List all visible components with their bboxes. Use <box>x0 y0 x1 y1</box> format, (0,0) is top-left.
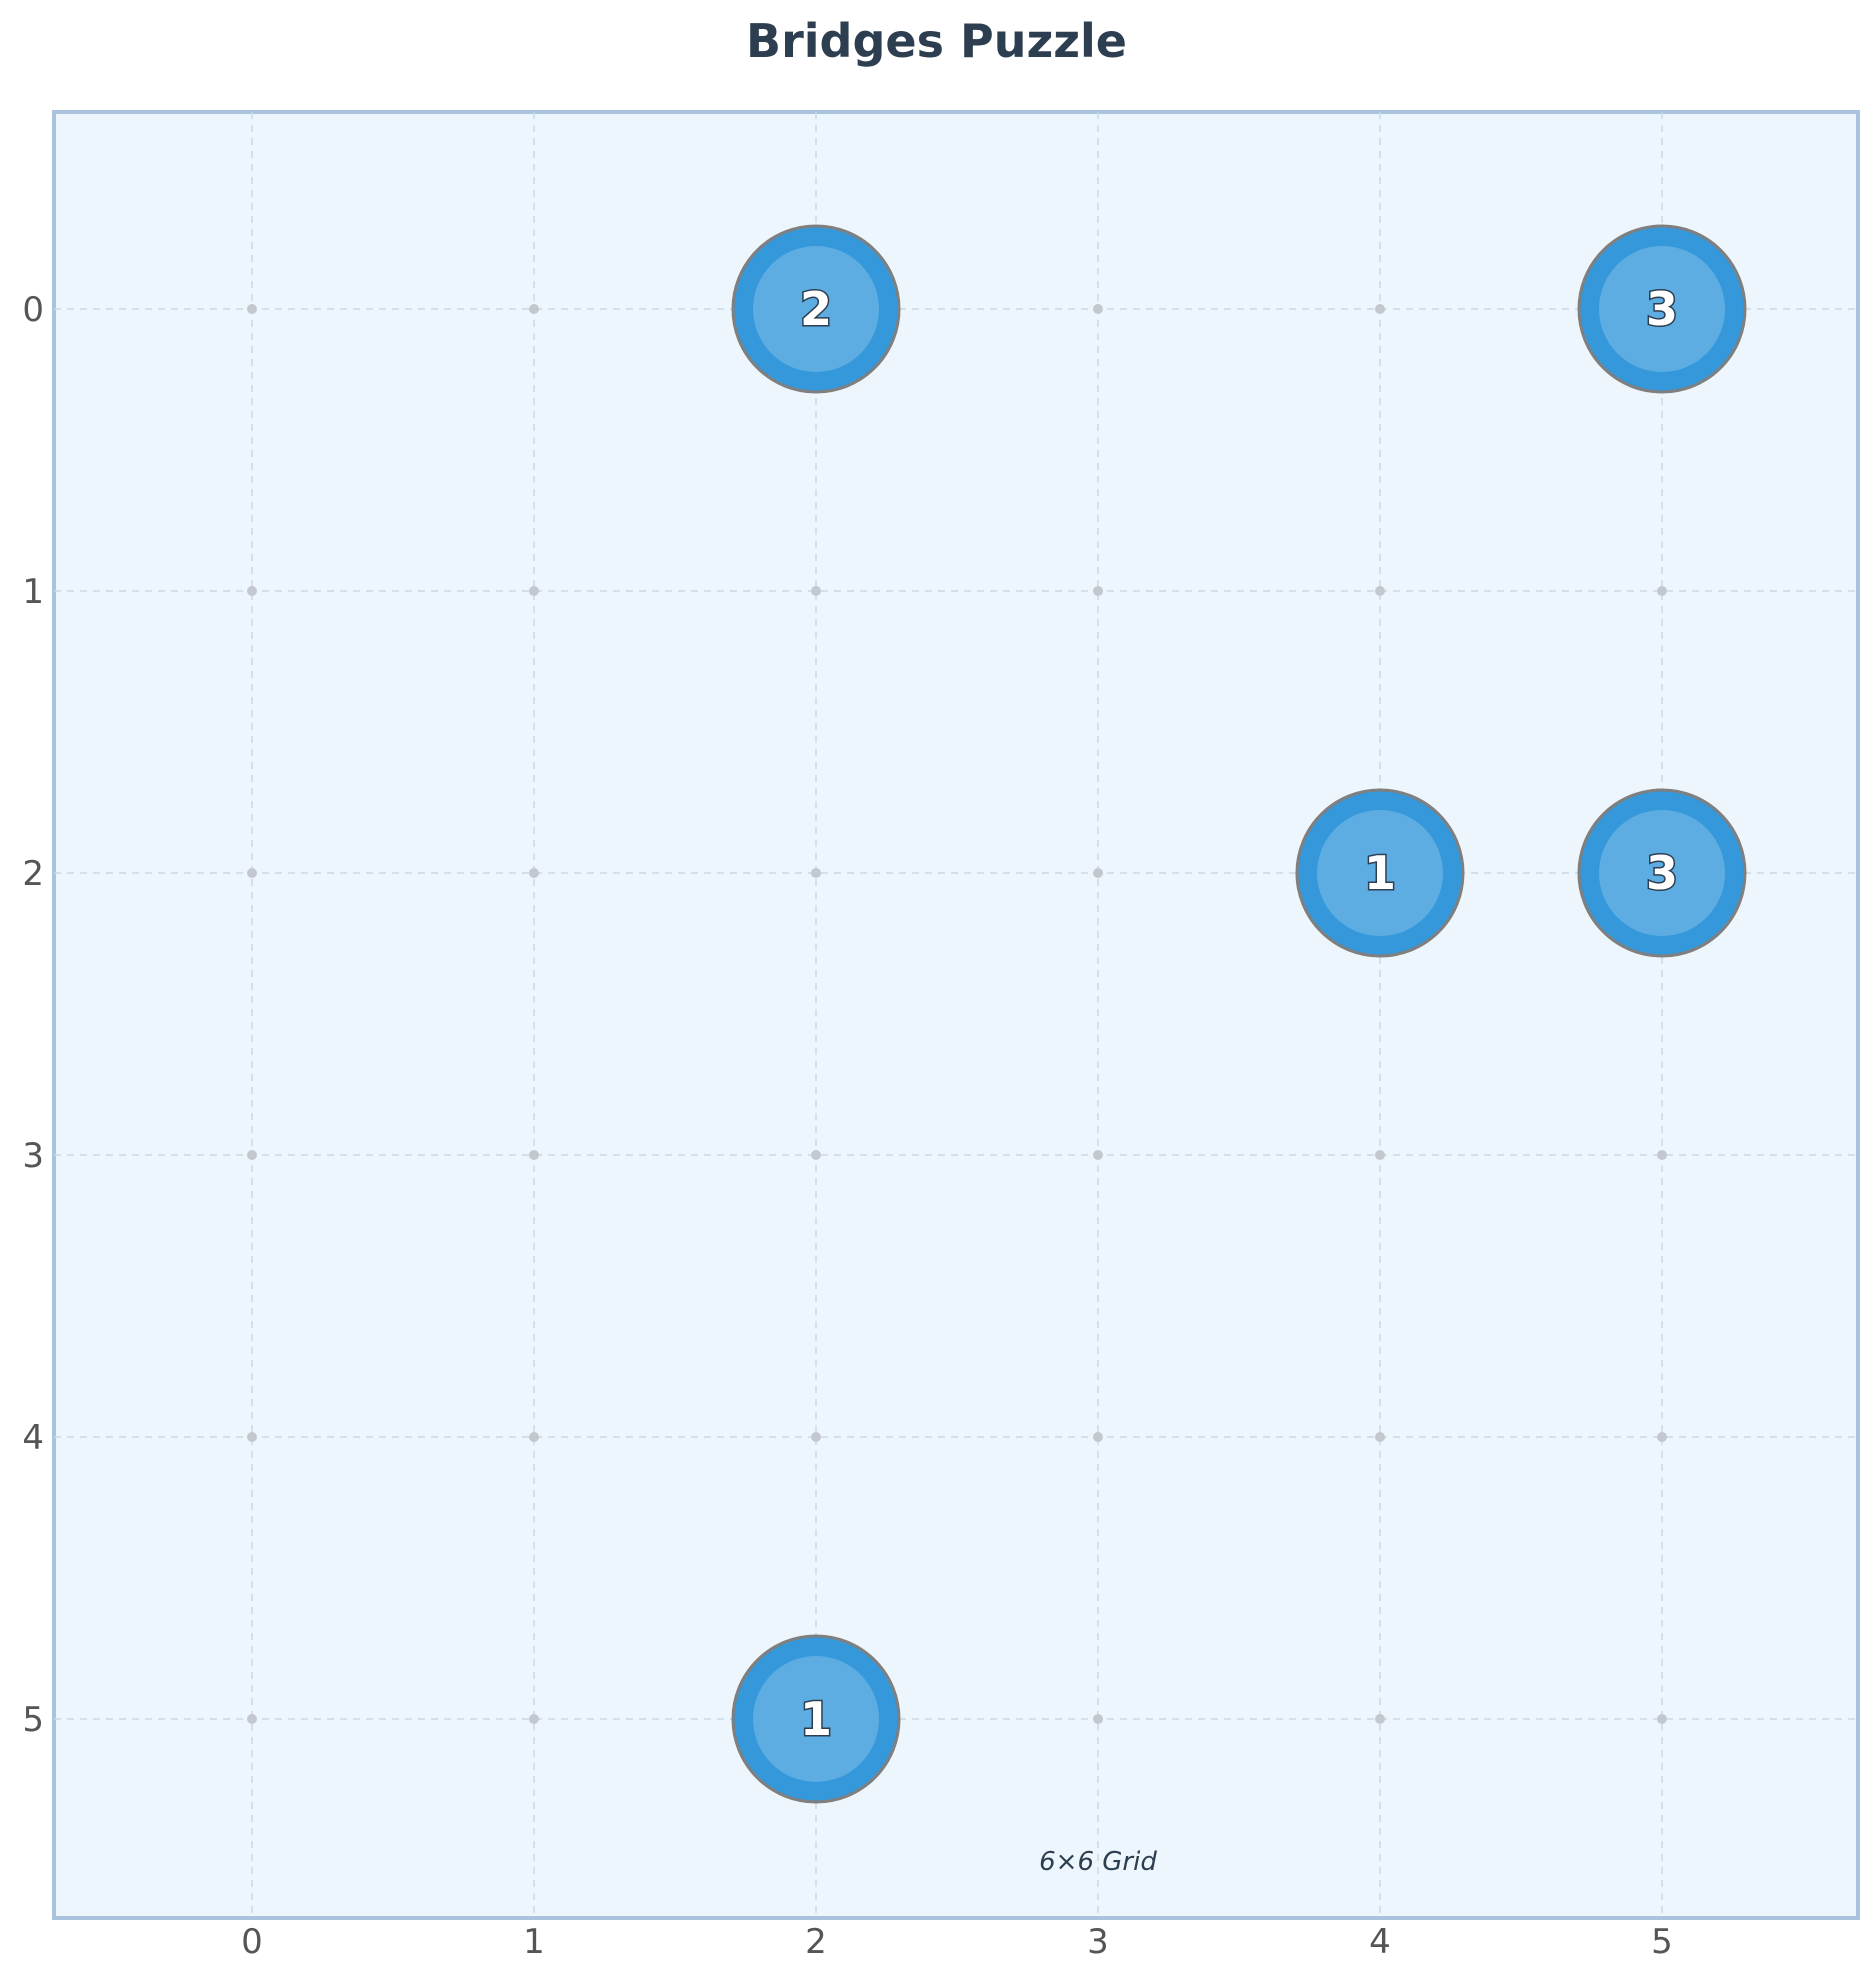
island-inner-disc <box>753 246 879 372</box>
grid-dot <box>811 586 821 596</box>
island[interactable]: 2 <box>731 224 901 394</box>
grid-dot <box>1657 1432 1667 1442</box>
grid-dot <box>247 1714 257 1724</box>
x-tick-label: 1 <box>523 1922 545 1962</box>
grid-lines <box>54 112 1858 1918</box>
y-tick-label: 0 <box>22 290 44 330</box>
island-value-label: 1 <box>800 1692 832 1746</box>
island[interactable]: 3 <box>1577 788 1747 958</box>
grid-dot <box>1093 1432 1103 1442</box>
grid-dot <box>529 1432 539 1442</box>
grid-dot <box>1657 1150 1667 1160</box>
grid-dot <box>1375 304 1385 314</box>
grid-size-caption: 6×6 Grid <box>1039 1847 1157 1877</box>
grid-dot <box>811 868 821 878</box>
grid-dot <box>1093 1714 1103 1724</box>
grid-dot <box>529 868 539 878</box>
grid-dot <box>529 304 539 314</box>
grid-dot <box>1375 1150 1385 1160</box>
island-value-label: 3 <box>1646 846 1678 900</box>
grid-dot <box>529 586 539 596</box>
island-inner-disc <box>1317 810 1443 936</box>
island[interactable]: 1 <box>1295 788 1465 958</box>
island-value-label: 1 <box>1364 846 1396 900</box>
y-tick-label: 2 <box>22 854 44 894</box>
grid-dot <box>247 304 257 314</box>
grid-dot <box>811 1150 821 1160</box>
y-axis-ticks: 0 1 2 3 4 5 <box>22 290 44 1740</box>
island-inner-disc <box>753 1656 879 1782</box>
islands-layer[interactable]: 2 3 1 3 1 <box>731 224 1747 1804</box>
grid-dot <box>1093 304 1103 314</box>
x-tick-label: 4 <box>1369 1922 1391 1962</box>
grid-dot <box>529 1714 539 1724</box>
island-value-label: 3 <box>1646 282 1678 336</box>
grid-dot <box>529 1150 539 1160</box>
y-tick-label: 1 <box>22 572 44 612</box>
grid-dot <box>811 1432 821 1442</box>
grid-dot <box>247 868 257 878</box>
island-inner-disc <box>1599 810 1725 936</box>
x-tick-label: 5 <box>1651 1922 1673 1962</box>
grid-dot <box>247 586 257 596</box>
grid-dot <box>247 1150 257 1160</box>
grid-dot <box>1657 1714 1667 1724</box>
grid-dot <box>1093 868 1103 878</box>
x-tick-label: 0 <box>241 1922 263 1962</box>
grid-dot <box>247 1432 257 1442</box>
page-title: Bridges Puzzle <box>746 14 1127 68</box>
y-tick-label: 4 <box>22 1418 44 1458</box>
grid-dot <box>1375 1432 1385 1442</box>
x-tick-label: 2 <box>805 1922 827 1962</box>
y-tick-label: 5 <box>22 1700 44 1740</box>
grid-dot <box>1093 1150 1103 1160</box>
x-tick-label: 3 <box>1087 1922 1109 1962</box>
grid-dot <box>1375 1714 1385 1724</box>
island[interactable]: 1 <box>731 1634 901 1804</box>
grid-dot <box>1657 586 1667 596</box>
grid-dot <box>1093 586 1103 596</box>
x-axis-ticks: 0 1 2 3 4 5 <box>241 1922 1673 1962</box>
island[interactable]: 3 <box>1577 224 1747 394</box>
grid-dot <box>1375 586 1385 596</box>
island-value-label: 2 <box>800 282 832 336</box>
y-tick-label: 3 <box>22 1136 44 1176</box>
board-background <box>52 110 1860 1920</box>
island-inner-disc <box>1599 246 1725 372</box>
